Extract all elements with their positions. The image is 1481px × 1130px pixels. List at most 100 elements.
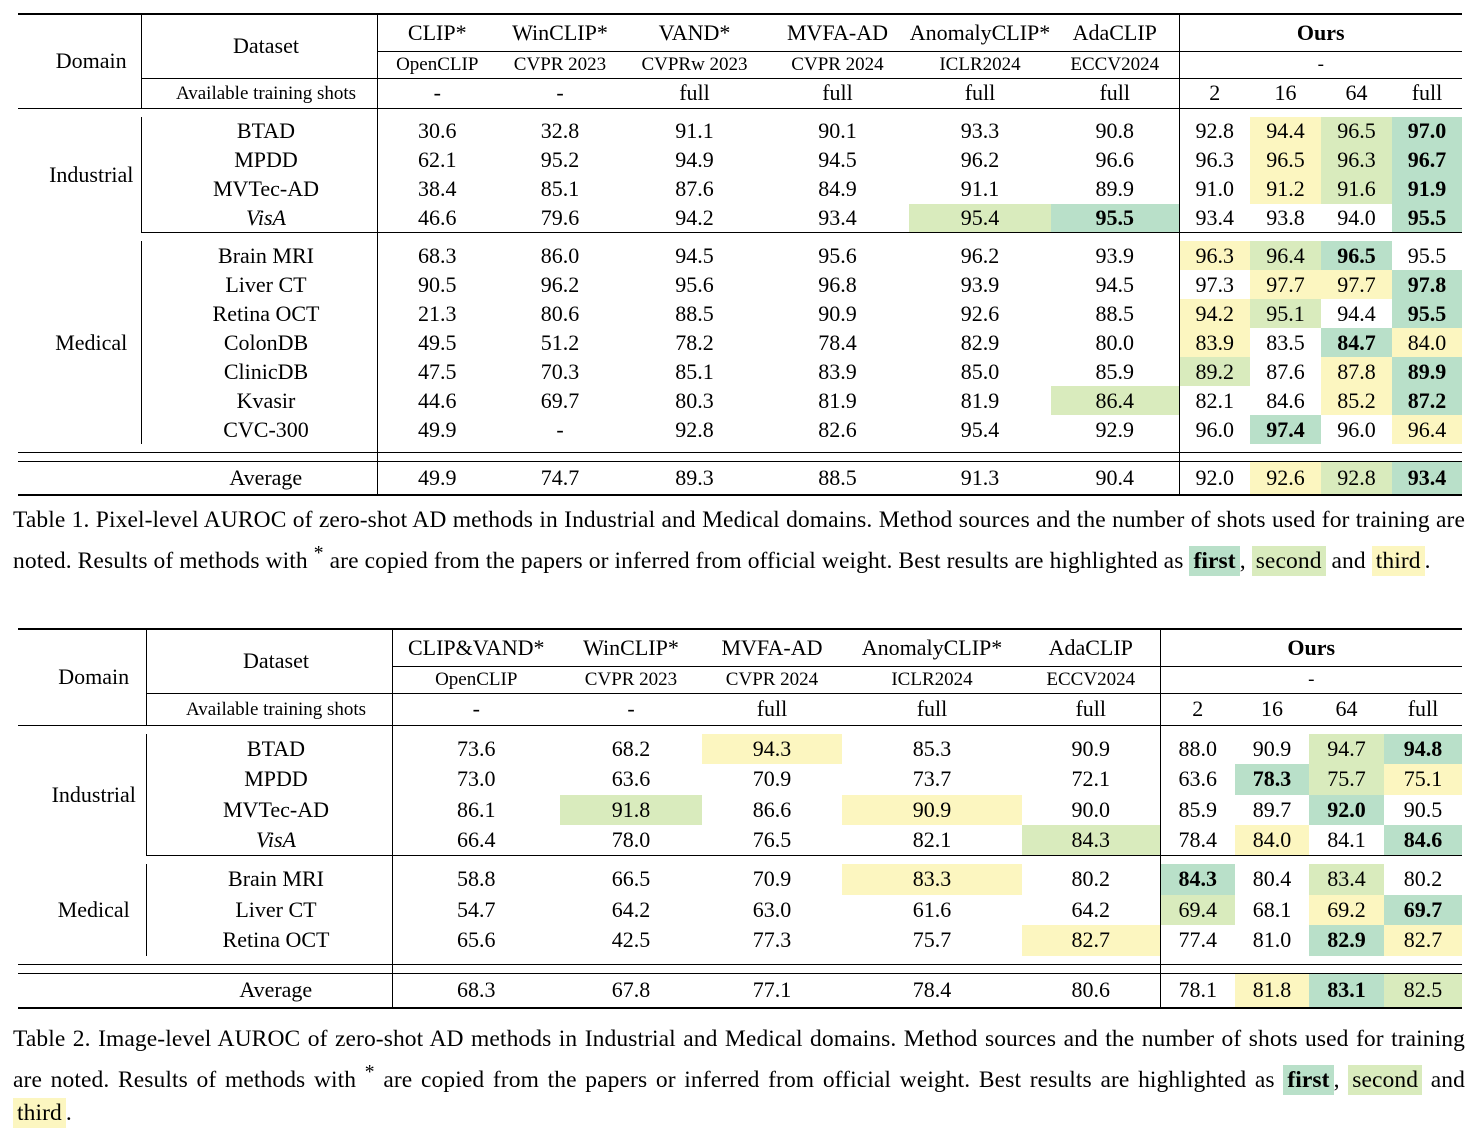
caption-text: Table 2. Image-level AUROC of zero-shot …: [13, 1026, 1465, 1093]
dataset-label: Kvasir: [141, 386, 378, 415]
average-row: Average 49.9 74.7 89.3 88.5 91.3 90.4 92.0 92.6 9…: [18, 461, 1462, 496]
domain-label: Industrial: [18, 116, 142, 233]
average-value-cell: 74.7: [497, 461, 623, 496]
ours-value-cell: 89.9: [1392, 357, 1462, 386]
ours-shots: full: [1411, 80, 1443, 105]
ours-value-cell: 78.3: [1235, 764, 1309, 795]
table-row: Retina OCT 21.3 80.6 88.5 90.9 92.6 88.5 94.2 95…: [18, 299, 1462, 328]
value-cell: 73.6: [457, 735, 496, 761]
ours-value-cell: 95.5: [1392, 299, 1462, 328]
value-cell: 94.3: [702, 733, 842, 764]
caption-text: are copied from the papers or inferred f…: [329, 547, 1184, 574]
value-cell: 80.2: [1022, 864, 1161, 895]
ours-header: Ours: [1179, 13, 1462, 51]
ours-value-cell: 97.3: [1195, 271, 1235, 297]
method-shots: -: [556, 80, 564, 105]
shots-label: Available training shots: [146, 692, 393, 725]
method-source: OpenCLIP: [392, 665, 560, 694]
value-cell: 80.6: [540, 300, 580, 326]
value-cell: 86.0: [540, 242, 580, 268]
dataset-label: BTAD: [141, 116, 378, 146]
value-cell: 88.5: [1051, 299, 1180, 328]
dataset-label: MPDD: [146, 764, 393, 795]
caption-text: Table 1. Pixel-level AUROC of zero-shot …: [13, 507, 1465, 574]
separator-row: [18, 724, 1462, 734]
ours-value-cell: 78.4: [1160, 825, 1235, 856]
value-cell: 73.0: [457, 766, 496, 792]
value-cell: 95.4: [960, 416, 1000, 442]
ours-value-cell: 85.9: [1178, 796, 1218, 822]
value-cell: 90.9: [818, 300, 857, 326]
value-cell: 95.4: [909, 203, 1051, 233]
value-cell: 47.5: [418, 358, 457, 384]
ours-value-cell: 84.6: [1266, 387, 1305, 413]
ours-value-cell: 94.4: [1250, 116, 1321, 146]
value-cell: 42.5: [611, 927, 651, 953]
method-source: ECCV2024: [1051, 50, 1180, 79]
method-name: MVFA-AD: [702, 628, 842, 666]
method-source: CVPRw 2023: [623, 50, 766, 79]
method-source: CVPR 2024: [766, 50, 909, 79]
method-source: ECCV2024: [1022, 665, 1161, 694]
separator-row: [18, 955, 1462, 965]
value-cell: 68.2: [611, 735, 651, 761]
value-cell: 73.7: [912, 766, 952, 792]
average-ours-cell: 92.6: [1250, 461, 1321, 496]
value-cell: 96.2: [540, 271, 580, 297]
ours-value-cell: 63.6: [1178, 766, 1218, 792]
method-name: WinCLIP*: [497, 13, 623, 51]
caption-comma: ,: [1333, 1066, 1340, 1093]
separator-row: [18, 232, 1462, 241]
ours-value-cell: 91.6: [1321, 174, 1392, 204]
table-1-pixel-auroc: Domain Dataset CLIP* WinCLIP* VAND* MVFA…: [18, 13, 1462, 496]
value-cell: 72.1: [1022, 764, 1161, 795]
value-cell: 85.0: [960, 358, 1000, 384]
value-cell: 91.1: [675, 118, 714, 143]
ours-value-cell: 96.4: [1392, 415, 1462, 444]
ours-value-cell: 96.3: [1195, 147, 1235, 172]
method-name: WinCLIP*: [560, 628, 702, 666]
value-cell: 85.1: [540, 176, 580, 201]
table-row: VisA 46.6 79.6 94.2 93.4 95.4 95.5 93.4 93.8 94.0…: [18, 203, 1462, 233]
ours-value-cell: 94.0: [1321, 203, 1392, 233]
value-cell: 38.4: [418, 176, 457, 201]
method-shots: full: [1051, 78, 1180, 108]
ours-value-cell: 94.7: [1309, 733, 1384, 764]
value-cell: 95.6: [675, 271, 714, 297]
value-cell: 94.5: [675, 242, 714, 268]
dataset-label: Brain MRI: [146, 864, 393, 895]
ours-source: -: [1160, 665, 1462, 694]
value-cell: 32.8: [540, 118, 580, 143]
value-cell: 94.2: [623, 203, 766, 233]
value-cell: -: [556, 416, 564, 442]
legend-second: second: [1251, 545, 1326, 576]
ours-value-cell: 96.0: [1195, 416, 1235, 442]
method-name: CLIP*: [377, 13, 497, 51]
ours-value-cell: 97.8: [1392, 270, 1462, 299]
ours-value-cell: 92.8: [1195, 118, 1235, 143]
average-domain-blank: [18, 461, 141, 496]
method-source: CVPR 2023: [497, 50, 623, 79]
value-cell: 51.2: [540, 329, 580, 355]
value-cell: 62.1: [418, 147, 457, 172]
dataset-label: MVTec-AD: [146, 794, 393, 825]
ours-value-cell: 96.0: [1337, 416, 1376, 442]
ours-value-cell: 84.6: [1384, 825, 1462, 856]
ours-value-cell: 87.6: [1266, 358, 1305, 384]
ours-value-cell: 95.5: [1407, 242, 1447, 268]
value-cell: 95.2: [540, 147, 580, 172]
average-ours-cell: 81.8: [1235, 973, 1309, 1009]
value-cell: 63.6: [611, 766, 651, 792]
average-value-cell: 89.3: [623, 461, 766, 496]
value-cell: 93.9: [960, 271, 1000, 297]
ours-value-cell: 80.4: [1252, 866, 1292, 892]
legend-first: first: [1189, 545, 1240, 576]
table-row: VisA 66.4 78.0 76.5 82.1 84.3 78.4 84.0 84.1 84.6: [18, 825, 1462, 856]
caption-text: are copied from the papers or inferred f…: [383, 1066, 1275, 1093]
ours-value-cell: 69.7: [1384, 894, 1462, 925]
average-ours-cell: 82.5: [1384, 973, 1462, 1009]
method-name: CLIP&VAND*: [392, 628, 560, 666]
dataset-label: Liver CT: [141, 270, 378, 299]
dataset-label: VisA: [141, 203, 378, 233]
